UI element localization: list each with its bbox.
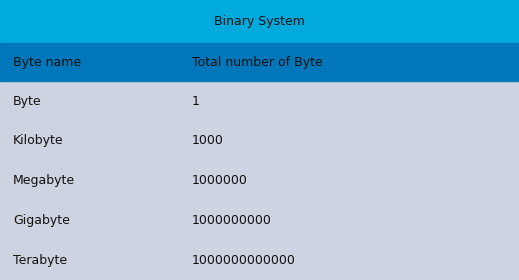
Text: Byte name: Byte name bbox=[13, 56, 81, 69]
Text: Megabyte: Megabyte bbox=[13, 174, 75, 187]
Text: Byte: Byte bbox=[13, 95, 42, 108]
Text: Total number of Byte: Total number of Byte bbox=[192, 56, 323, 69]
Text: 1000: 1000 bbox=[192, 134, 224, 147]
Text: 1000000000000: 1000000000000 bbox=[192, 254, 296, 267]
Text: Kilobyte: Kilobyte bbox=[13, 134, 64, 147]
Text: Gigabyte: Gigabyte bbox=[13, 214, 70, 227]
Bar bbox=[0, 43, 519, 81]
Text: Binary System: Binary System bbox=[214, 15, 305, 28]
Text: 1000000: 1000000 bbox=[192, 174, 248, 187]
Text: 1000000000: 1000000000 bbox=[192, 214, 272, 227]
Text: Terabyte: Terabyte bbox=[13, 254, 67, 267]
Bar bbox=[0, 0, 519, 43]
Text: 1: 1 bbox=[192, 95, 200, 108]
